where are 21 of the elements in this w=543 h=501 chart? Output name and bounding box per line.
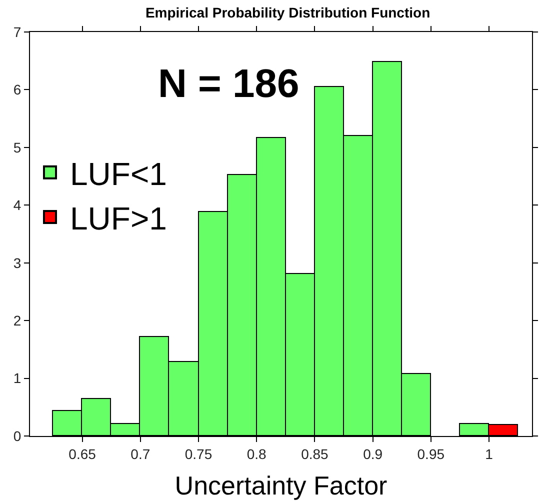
x-tick-label: 0.65 <box>68 446 96 462</box>
legend-label: LUF>1 <box>70 200 167 236</box>
x-tick-label: 0.9 <box>363 446 383 462</box>
y-tick-label: 1 <box>13 370 22 386</box>
y-tick-label: 4 <box>13 197 22 214</box>
x-tick-label: 1 <box>485 446 494 462</box>
y-tick-label: 3 <box>13 254 22 271</box>
x-tick-label: 0.95 <box>417 446 445 462</box>
chart-title: Empirical Probability Distribution Function <box>145 4 430 20</box>
x-tick-label: 0.7 <box>130 446 150 462</box>
y-tick-label: 6 <box>13 82 22 98</box>
annotation: N = 186 <box>158 62 300 106</box>
y-tick-label: 5 <box>13 139 22 156</box>
x-tick-label: 0.8 <box>246 446 267 462</box>
legend-label: LUF<1 <box>70 156 167 192</box>
x-tick-label: 0.75 <box>184 446 212 462</box>
x-axis-title: Uncertainty Factor <box>174 470 388 500</box>
y-tick-label: 7 <box>13 24 22 40</box>
x-tick-label: 0.85 <box>301 446 329 462</box>
y-tick-label: 2 <box>13 312 22 328</box>
y-tick-label: 0 <box>13 428 22 444</box>
